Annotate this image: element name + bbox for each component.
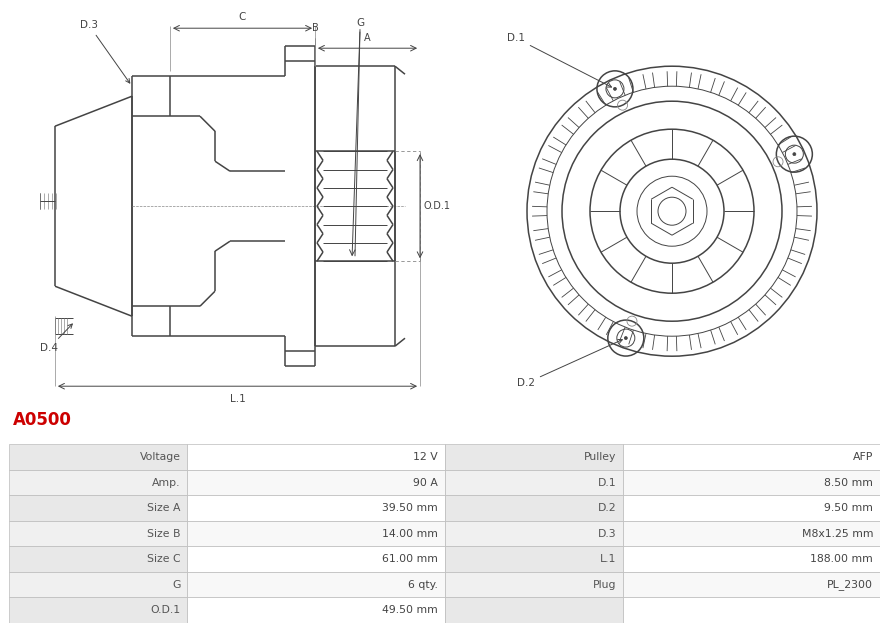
Bar xyxy=(623,470,880,495)
Text: 49.50 mm: 49.50 mm xyxy=(381,605,437,616)
Bar xyxy=(9,495,188,521)
Text: L.1: L.1 xyxy=(600,554,616,564)
Circle shape xyxy=(624,336,628,340)
Bar xyxy=(623,572,880,597)
Bar xyxy=(9,444,188,470)
Bar xyxy=(188,521,445,546)
Bar xyxy=(444,597,623,623)
Bar xyxy=(444,572,623,597)
Text: C: C xyxy=(239,12,246,22)
Text: PL_2300: PL_2300 xyxy=(827,579,873,590)
Bar xyxy=(444,470,623,495)
Bar xyxy=(444,546,623,572)
Text: O.D.1: O.D.1 xyxy=(150,605,180,616)
Text: D.4: D.4 xyxy=(40,324,72,353)
Text: Amp.: Amp. xyxy=(152,477,180,488)
Bar xyxy=(444,495,623,521)
Text: 6 qty.: 6 qty. xyxy=(408,579,437,590)
Bar xyxy=(9,470,188,495)
Text: D.3: D.3 xyxy=(597,528,616,539)
Text: D.3: D.3 xyxy=(80,20,130,83)
Text: M8x1.25 mm: M8x1.25 mm xyxy=(802,528,873,539)
Text: 188.00 mm: 188.00 mm xyxy=(811,554,873,564)
Text: D.2: D.2 xyxy=(517,340,622,388)
Text: 12 V: 12 V xyxy=(412,452,437,462)
Bar xyxy=(623,444,880,470)
Text: 9.50 mm: 9.50 mm xyxy=(824,503,873,513)
Text: 90 A: 90 A xyxy=(412,477,437,488)
Text: G: G xyxy=(172,579,180,590)
Text: A: A xyxy=(364,33,371,43)
Bar xyxy=(623,495,880,521)
Text: AFP: AFP xyxy=(853,452,873,462)
Text: 39.50 mm: 39.50 mm xyxy=(381,503,437,513)
Text: 8.50 mm: 8.50 mm xyxy=(824,477,873,488)
Bar xyxy=(9,546,188,572)
Text: Voltage: Voltage xyxy=(140,452,180,462)
Bar xyxy=(623,546,880,572)
Bar xyxy=(188,572,445,597)
Bar xyxy=(9,521,188,546)
Bar xyxy=(9,597,188,623)
Text: 14.00 mm: 14.00 mm xyxy=(381,528,437,539)
Text: D.2: D.2 xyxy=(597,503,616,513)
Text: Size B: Size B xyxy=(147,528,180,539)
Bar xyxy=(623,521,880,546)
Text: A0500: A0500 xyxy=(13,412,72,429)
Text: G: G xyxy=(356,18,364,28)
Text: Plug: Plug xyxy=(593,579,616,590)
Text: 61.00 mm: 61.00 mm xyxy=(381,554,437,564)
Text: O.D.1: O.D.1 xyxy=(424,201,451,211)
Bar xyxy=(9,572,188,597)
Bar xyxy=(444,521,623,546)
Bar xyxy=(188,444,445,470)
Bar xyxy=(188,546,445,572)
Bar xyxy=(188,597,445,623)
Circle shape xyxy=(613,87,616,90)
Text: D.1: D.1 xyxy=(597,477,616,488)
Text: Pulley: Pulley xyxy=(584,452,616,462)
Bar xyxy=(623,597,880,623)
Bar xyxy=(188,470,445,495)
Text: Size A: Size A xyxy=(147,503,180,513)
Circle shape xyxy=(793,153,796,156)
Text: L.1: L.1 xyxy=(229,394,245,404)
Bar xyxy=(188,495,445,521)
Bar xyxy=(444,444,623,470)
Text: Size C: Size C xyxy=(147,554,180,564)
Text: D.1: D.1 xyxy=(507,33,612,87)
Text: B: B xyxy=(312,23,318,33)
